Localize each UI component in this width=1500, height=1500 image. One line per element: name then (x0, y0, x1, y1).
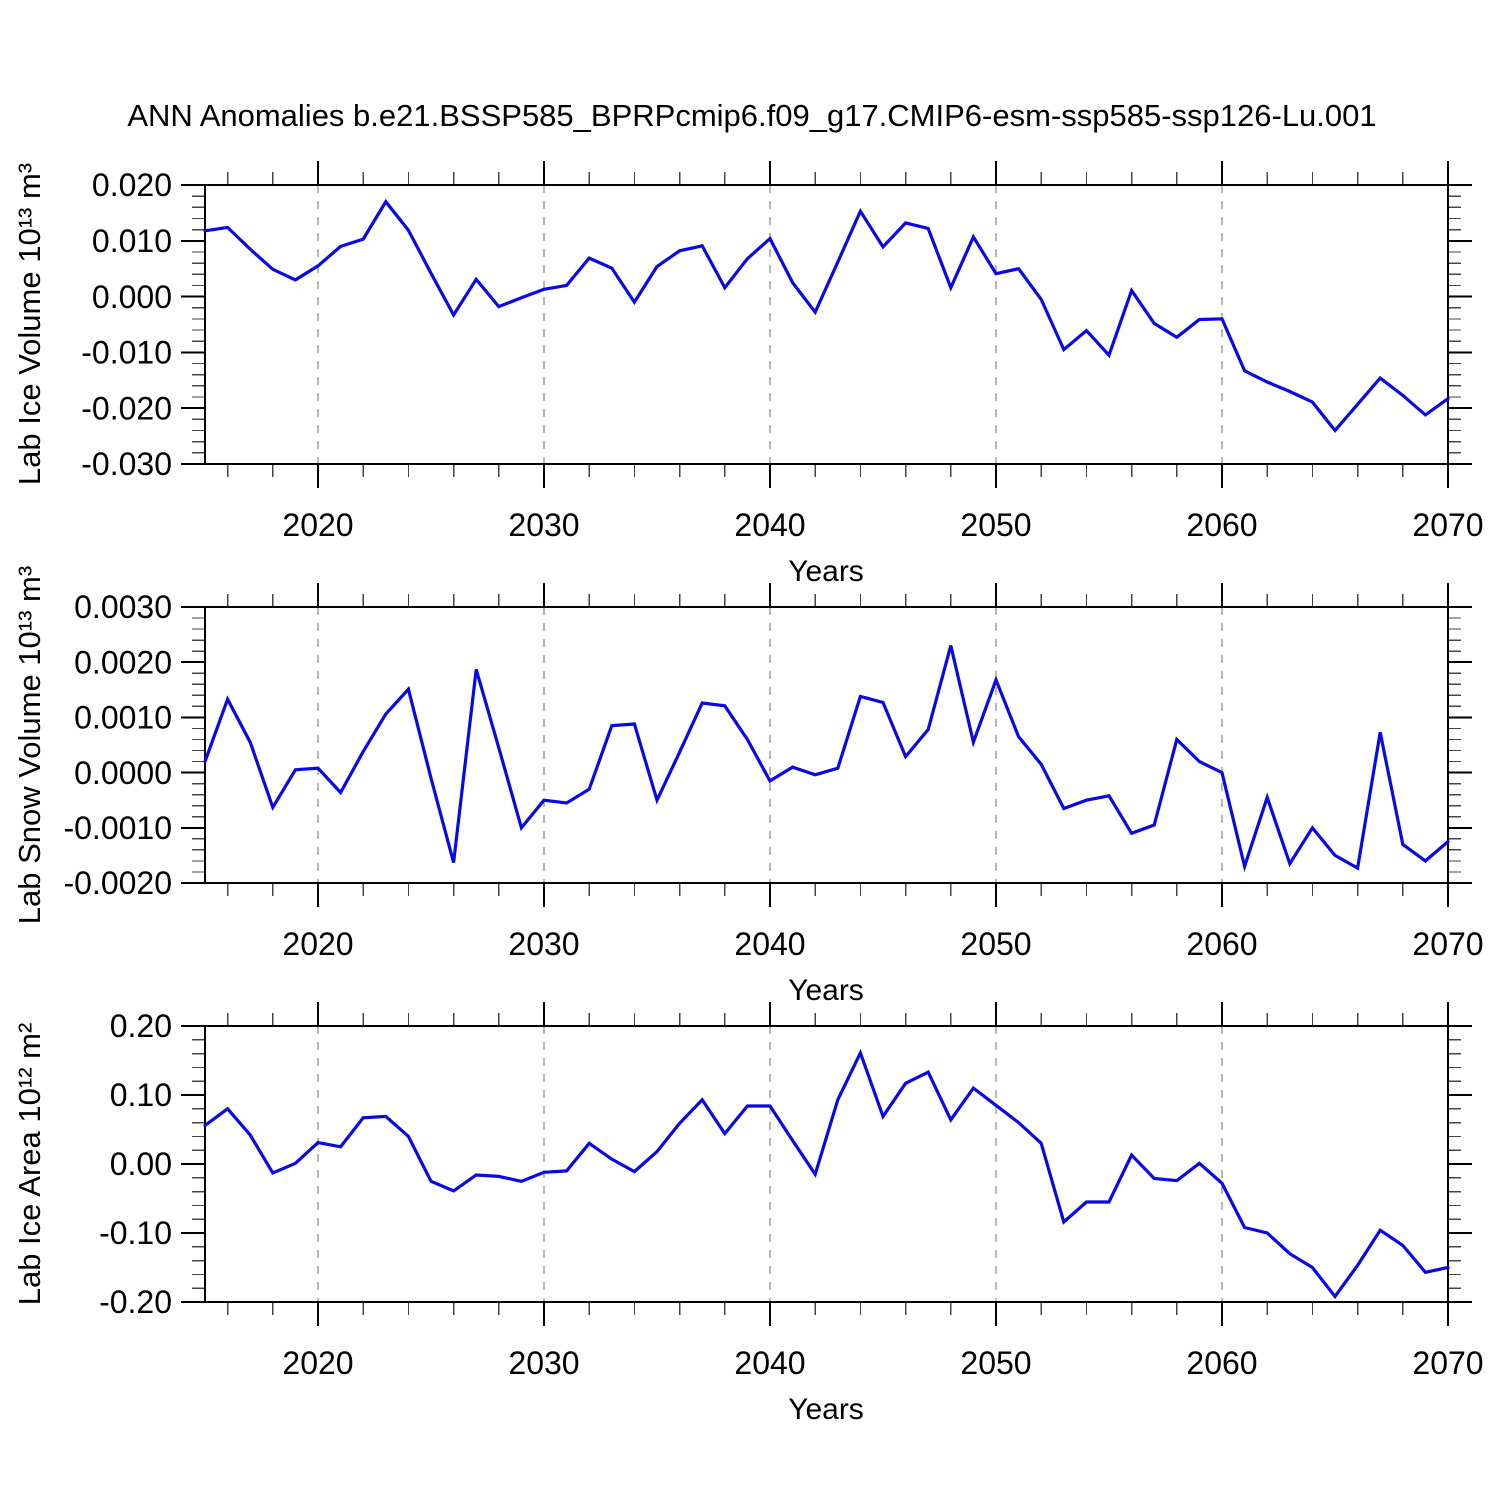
y-tick-label: -0.030 (81, 446, 172, 482)
data-line-lab-ice-volume-anomaly (203, 198, 1450, 434)
figure-title: ANN Anomalies b.e21.BSSP585_BPRPcmip6.f0… (127, 98, 1376, 133)
y-tick-label: 0.000 (92, 279, 172, 315)
chart1-y-axis-label: Lab Ice Volume 10¹³ m³ (12, 163, 47, 485)
y-tick-label: 0.0030 (74, 589, 172, 625)
chart3-y-axis-label: Lab Ice Area 10¹² m² (12, 1023, 47, 1306)
x-tick-label: 2030 (508, 507, 579, 543)
x-tick-label: 2020 (282, 926, 353, 962)
x-tick-label: 2040 (734, 1345, 805, 1381)
x-tick-label: 2050 (960, 926, 1031, 962)
x-tick-label: 2070 (1412, 507, 1483, 543)
x-tick-label: 2070 (1412, 1345, 1483, 1381)
y-tick-label: 0.010 (92, 223, 172, 259)
y-tick-label: 0.0010 (74, 700, 172, 736)
data-line-lab-ice-area-anomaly (203, 1048, 1450, 1300)
x-tick-label: 2040 (734, 926, 805, 962)
plot-frame (204, 1025, 1449, 1303)
y-tick-label: 0.0020 (74, 644, 172, 680)
axis-ticks (181, 1002, 1472, 1326)
x-tick-label: 2060 (1186, 507, 1257, 543)
x-tick-label: 2070 (1412, 926, 1483, 962)
y-tick-label: 0.10 (110, 1077, 172, 1113)
x-tick-label: 2050 (960, 507, 1031, 543)
data-line-lab-snow-volume-anomaly (203, 645, 1450, 873)
chart2-x-axis-label: Years (788, 974, 864, 1007)
axis-ticks (181, 583, 1472, 907)
y-tick-label: -0.0020 (63, 865, 172, 901)
y-tick-label: 0.00 (110, 1146, 172, 1182)
x-tick-label: 2020 (282, 507, 353, 543)
chart-lab-ice-area: 2020 2030 2040 2050 2060 2070 0.20 0.10 0.00 -0.1… (99, 1002, 1484, 1381)
chart3-x-axis-label: Years (788, 1393, 864, 1426)
x-tick-label: 2020 (282, 1345, 353, 1381)
y-tick-label: 0.0000 (74, 755, 172, 791)
y-tick-label: -0.0010 (63, 810, 172, 846)
y-tick-label: 0.20 (110, 1008, 172, 1044)
chart1-x-axis-label: Years (788, 555, 864, 588)
x-tick-label: 2030 (508, 926, 579, 962)
chart-lab-snow-volume: 2020 2030 2040 2050 2060 2070 0.0030 0.0020 0.00… (63, 583, 1484, 962)
x-tick-label: 2060 (1186, 1345, 1257, 1381)
y-tick-label: 0.020 (92, 167, 172, 203)
chart-lab-ice-volume: 2020 2030 2040 2050 2060 2070 0.020 0.010 0.000 -… (81, 161, 1484, 543)
y-tick-label: -0.020 (81, 390, 172, 426)
y-tick-label: -0.010 (81, 335, 172, 371)
x-tick-label: 2050 (960, 1345, 1031, 1381)
plot-frame (204, 606, 1449, 884)
x-tick-label: 2030 (508, 1345, 579, 1381)
x-tick-label: 2060 (1186, 926, 1257, 962)
y-tick-label: -0.10 (99, 1215, 172, 1251)
plot-frame (204, 184, 1449, 465)
chart2-y-axis-label: Lab Snow Volume 10¹³ m³ (12, 566, 47, 924)
x-tick-label: 2040 (734, 507, 805, 543)
y-tick-label: -0.20 (99, 1284, 172, 1320)
axis-ticks (181, 161, 1472, 488)
